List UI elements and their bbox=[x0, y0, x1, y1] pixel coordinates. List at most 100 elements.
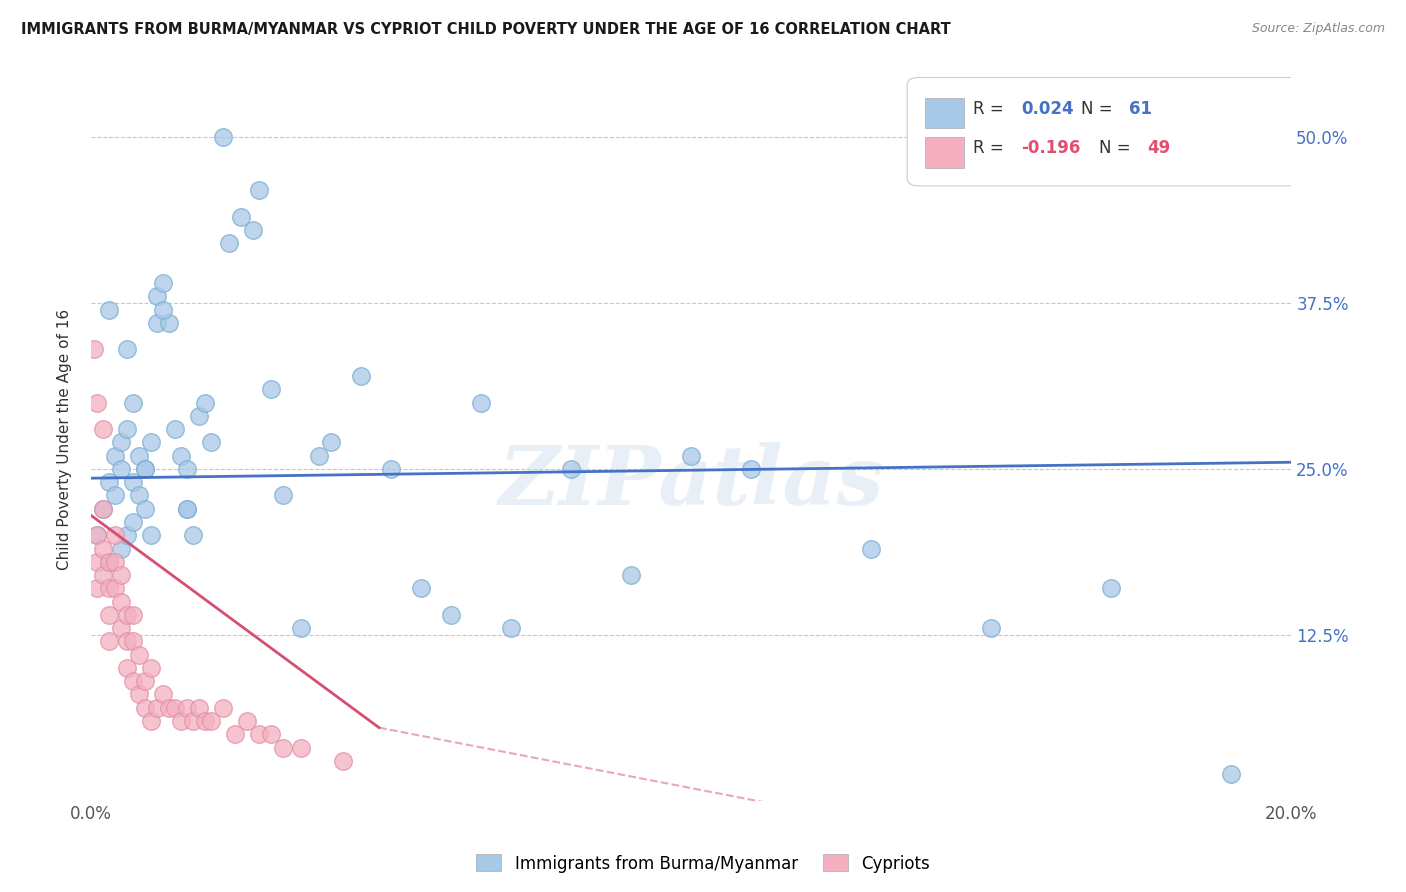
Text: N =: N = bbox=[1099, 139, 1136, 157]
Point bbox=[86, 582, 108, 596]
Point bbox=[176, 501, 198, 516]
Point bbox=[139, 714, 162, 728]
Point bbox=[212, 700, 235, 714]
Point bbox=[104, 582, 127, 596]
Text: 61: 61 bbox=[1129, 100, 1153, 118]
Point bbox=[122, 674, 145, 689]
Point bbox=[200, 714, 222, 728]
Text: -0.196: -0.196 bbox=[1021, 139, 1081, 157]
Point bbox=[97, 634, 120, 648]
Point bbox=[260, 727, 283, 741]
Point bbox=[181, 714, 204, 728]
Point bbox=[247, 183, 270, 197]
Point bbox=[86, 528, 108, 542]
Point bbox=[260, 382, 283, 396]
Point bbox=[170, 449, 193, 463]
Point bbox=[122, 607, 145, 622]
Point bbox=[104, 488, 127, 502]
Point bbox=[86, 555, 108, 569]
Point bbox=[499, 621, 522, 635]
Point bbox=[212, 130, 235, 145]
Point bbox=[560, 462, 582, 476]
Point bbox=[242, 223, 264, 237]
Point bbox=[152, 688, 174, 702]
Point bbox=[97, 302, 120, 317]
Point bbox=[128, 488, 150, 502]
Y-axis label: Child Poverty Under the Age of 16: Child Poverty Under the Age of 16 bbox=[58, 309, 72, 570]
Point bbox=[860, 541, 883, 556]
Text: N =: N = bbox=[1081, 100, 1118, 118]
Text: R =: R = bbox=[973, 139, 1010, 157]
Text: 0.024: 0.024 bbox=[1021, 100, 1074, 118]
Point bbox=[163, 700, 186, 714]
Point bbox=[620, 568, 643, 582]
Point bbox=[290, 740, 312, 755]
Point bbox=[146, 289, 169, 303]
Text: 49: 49 bbox=[1147, 139, 1171, 157]
Point bbox=[91, 422, 114, 436]
Point bbox=[146, 700, 169, 714]
Point bbox=[181, 528, 204, 542]
Point bbox=[200, 435, 222, 450]
Text: ZIPatlas: ZIPatlas bbox=[498, 442, 884, 523]
Point bbox=[146, 316, 169, 330]
Point bbox=[139, 661, 162, 675]
FancyBboxPatch shape bbox=[907, 78, 1303, 186]
Point bbox=[86, 528, 108, 542]
Point bbox=[290, 621, 312, 635]
Point bbox=[115, 528, 138, 542]
Point bbox=[115, 634, 138, 648]
Point bbox=[229, 210, 252, 224]
Point bbox=[86, 395, 108, 409]
Point bbox=[170, 714, 193, 728]
Point bbox=[188, 700, 211, 714]
Point bbox=[115, 607, 138, 622]
Point bbox=[110, 541, 132, 556]
Point bbox=[128, 449, 150, 463]
Point bbox=[152, 276, 174, 290]
Point bbox=[380, 462, 402, 476]
Point bbox=[83, 343, 105, 357]
Point bbox=[188, 409, 211, 423]
Point bbox=[91, 501, 114, 516]
Point bbox=[308, 449, 330, 463]
Point bbox=[980, 621, 1002, 635]
Point bbox=[236, 714, 259, 728]
Point bbox=[134, 462, 156, 476]
Point bbox=[134, 462, 156, 476]
Point bbox=[110, 435, 132, 450]
Point bbox=[163, 422, 186, 436]
Point bbox=[97, 607, 120, 622]
Point bbox=[115, 343, 138, 357]
Point bbox=[176, 462, 198, 476]
Legend: Immigrants from Burma/Myanmar, Cypriots: Immigrants from Burma/Myanmar, Cypriots bbox=[470, 847, 936, 880]
Bar bbox=[925, 137, 963, 168]
Point bbox=[440, 607, 463, 622]
Point bbox=[350, 369, 373, 384]
Bar bbox=[925, 98, 963, 128]
Point bbox=[134, 501, 156, 516]
Point bbox=[104, 449, 127, 463]
Point bbox=[134, 700, 156, 714]
Point bbox=[91, 568, 114, 582]
Point bbox=[110, 621, 132, 635]
Point bbox=[740, 462, 762, 476]
Point bbox=[139, 435, 162, 450]
Point bbox=[157, 316, 180, 330]
Point bbox=[122, 475, 145, 490]
Point bbox=[1099, 582, 1122, 596]
Text: R =: R = bbox=[973, 100, 1010, 118]
Text: IMMIGRANTS FROM BURMA/MYANMAR VS CYPRIOT CHILD POVERTY UNDER THE AGE OF 16 CORRE: IMMIGRANTS FROM BURMA/MYANMAR VS CYPRIOT… bbox=[21, 22, 950, 37]
Point bbox=[194, 714, 217, 728]
Point bbox=[110, 568, 132, 582]
Point bbox=[104, 528, 127, 542]
Point bbox=[97, 555, 120, 569]
Text: Source: ZipAtlas.com: Source: ZipAtlas.com bbox=[1251, 22, 1385, 36]
Point bbox=[115, 422, 138, 436]
Point bbox=[681, 449, 703, 463]
Point bbox=[157, 700, 180, 714]
Point bbox=[97, 475, 120, 490]
Point bbox=[470, 395, 492, 409]
Point bbox=[110, 594, 132, 608]
Point bbox=[104, 555, 127, 569]
